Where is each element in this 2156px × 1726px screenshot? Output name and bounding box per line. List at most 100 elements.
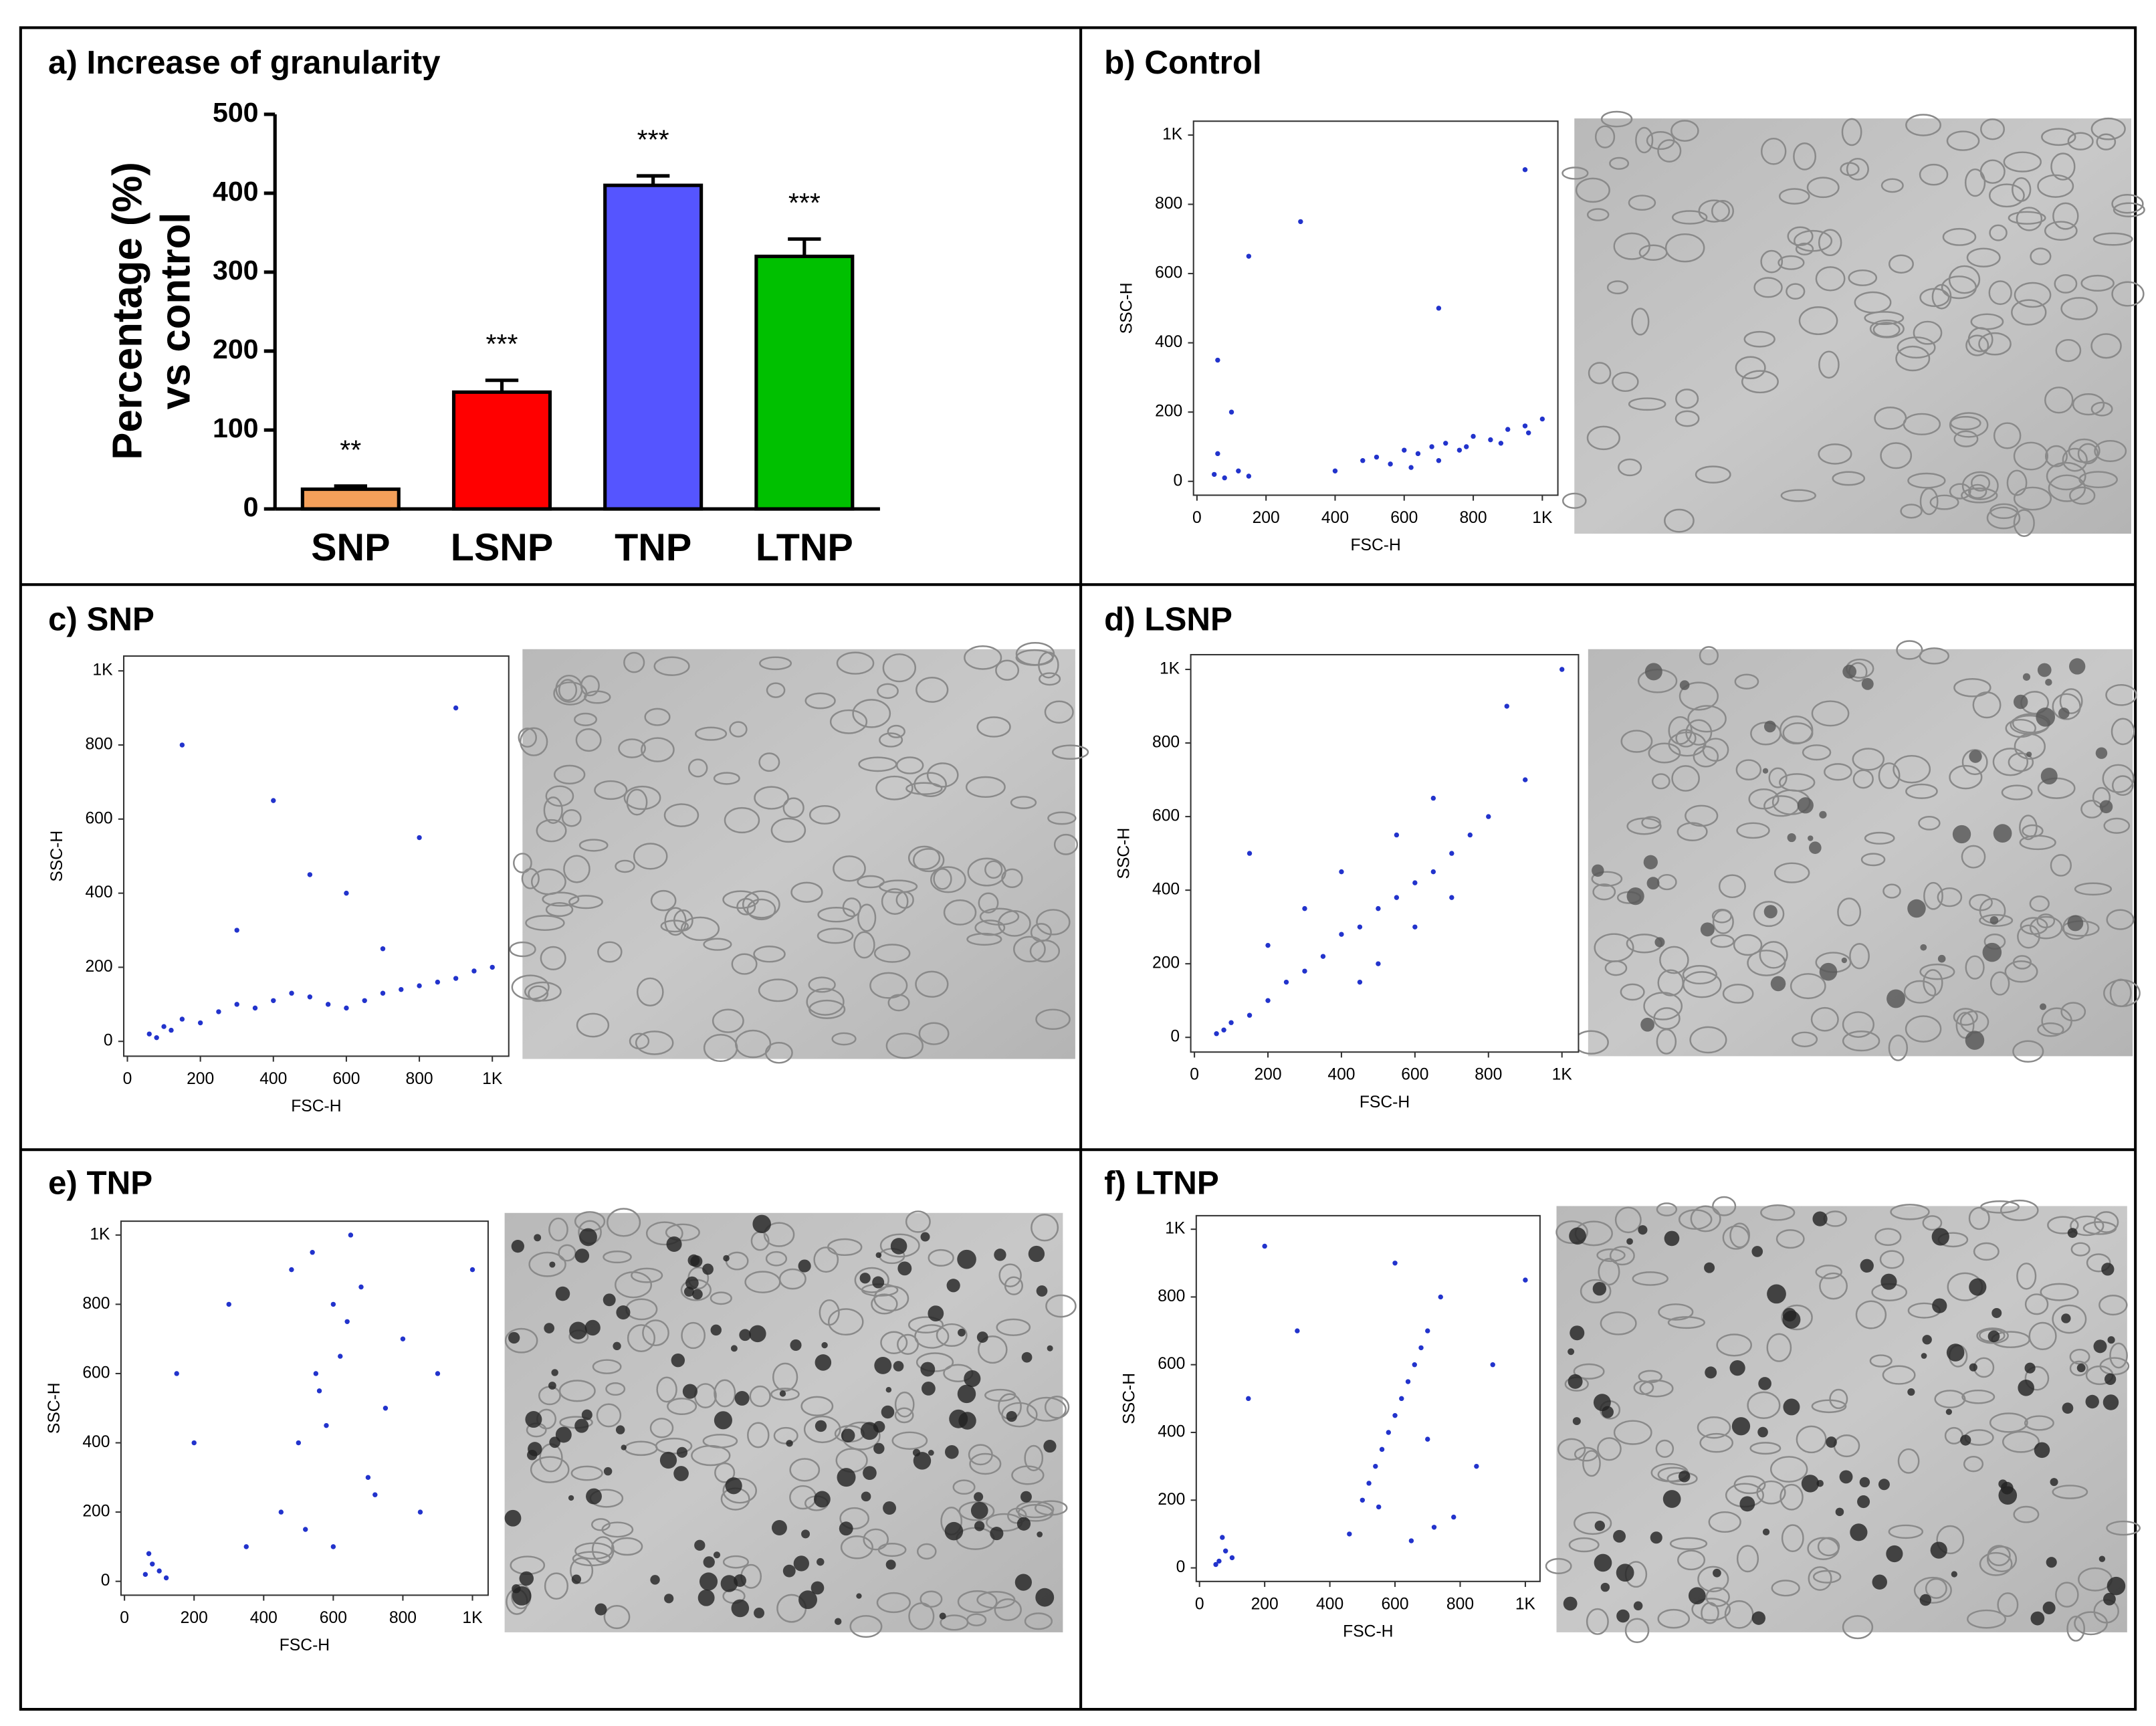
cell [1949,483,1971,500]
cell [1808,1566,1832,1591]
y-tick-label: 200 [1158,1491,1185,1509]
cell [969,1452,1002,1475]
cell [702,1434,738,1448]
stained-cell [1762,1528,1770,1536]
cell [749,1385,771,1408]
cell [1679,681,1719,711]
scatter-point [1246,473,1252,479]
scatter-point [307,872,313,877]
cell [839,1507,870,1530]
stained-cell [616,1305,631,1320]
cell [1699,646,1719,665]
cell [1658,1303,1694,1321]
cell [1632,1271,1668,1286]
cell [2040,1283,2079,1301]
cell [714,1379,736,1408]
stained-cell [1016,1517,1031,1531]
cell [852,699,891,728]
stained-cell [574,1249,590,1263]
cell [575,728,602,752]
plot-frame [1190,653,1580,1053]
cell [1812,1570,1842,1584]
stained-cell [1654,937,1665,948]
cell [1775,1229,1805,1249]
stained-cell [885,1387,892,1393]
cell [1980,1200,2020,1214]
stained-cell [710,1324,722,1336]
cell [1641,816,1661,829]
stained-cell [586,1488,602,1505]
stained-cell [837,1468,856,1487]
cell [536,819,567,843]
cell [1736,822,1770,839]
scatter-point [146,1551,152,1556]
scatter-point [316,1388,322,1394]
stained-cell [2103,1592,2116,1606]
cell [747,1422,770,1448]
cell [2092,232,2133,246]
stained-cell [1878,1479,1890,1491]
panel-title: e) TNP [48,1165,152,1202]
cell [1631,308,1650,336]
scatter-point [435,1371,441,1376]
y-tick-label: 500 [213,97,259,128]
plot-frame [120,1220,489,1596]
scatter-point [226,1301,231,1307]
cell [1793,142,1816,171]
scatter-point [1436,306,1442,311]
scatter-point [1265,942,1271,948]
stained-cell [913,1452,932,1470]
cell [2050,854,2072,877]
cell [1620,730,1653,753]
stained-cell [2040,768,2058,785]
cell [603,1604,631,1630]
cell [1698,199,1730,223]
y-tick-label: 800 [1158,1287,1185,1305]
cell [1832,471,1866,486]
stained-cell [1931,1228,1949,1246]
y-tick-label: 0 [1174,471,1183,490]
cell [1970,313,2004,330]
cell [680,916,720,942]
cell [1905,114,1941,136]
y-tick-label: 200 [82,1503,110,1521]
stained-cell [2040,1003,2047,1010]
cell [2077,443,2098,465]
cell [570,1465,603,1481]
scatter-point [330,1301,336,1307]
cell [782,797,804,819]
cell [763,1222,795,1247]
x-tick-label: 1K [1532,509,1553,527]
scatter-point [1376,1504,1382,1510]
cell [2070,1215,2105,1236]
stained-cell [528,1442,542,1457]
scatter-point [417,1509,423,1515]
stained-cell [1839,1470,1853,1484]
scatter-point [1523,1277,1528,1283]
scatter-point [1298,219,1303,225]
cell [2041,128,2076,146]
scatter-point [1212,471,1217,477]
cell [1840,162,1860,177]
cell [1792,1031,1818,1048]
cell [1656,1202,1678,1216]
cell [525,915,565,932]
stained-cell [673,1466,689,1481]
scatter-point [1394,895,1400,900]
stained-cell [873,1420,885,1433]
cell [1880,178,1904,193]
cell [1586,208,1610,221]
stained-cell [754,1607,764,1618]
cell [1773,862,1810,883]
stained-cell [1763,720,1776,733]
stained-cell [1640,1017,1654,1032]
scatter-point [1214,1031,1219,1037]
cell [2099,1357,2130,1376]
stained-cell [2062,1402,2074,1414]
x-tick-label: 0 [1190,1066,1199,1084]
cell [1925,1578,1947,1599]
y-tick-label: 1K [1165,1220,1186,1238]
cell [894,1407,914,1424]
cell [974,920,1006,936]
scatter-point [169,1027,174,1033]
